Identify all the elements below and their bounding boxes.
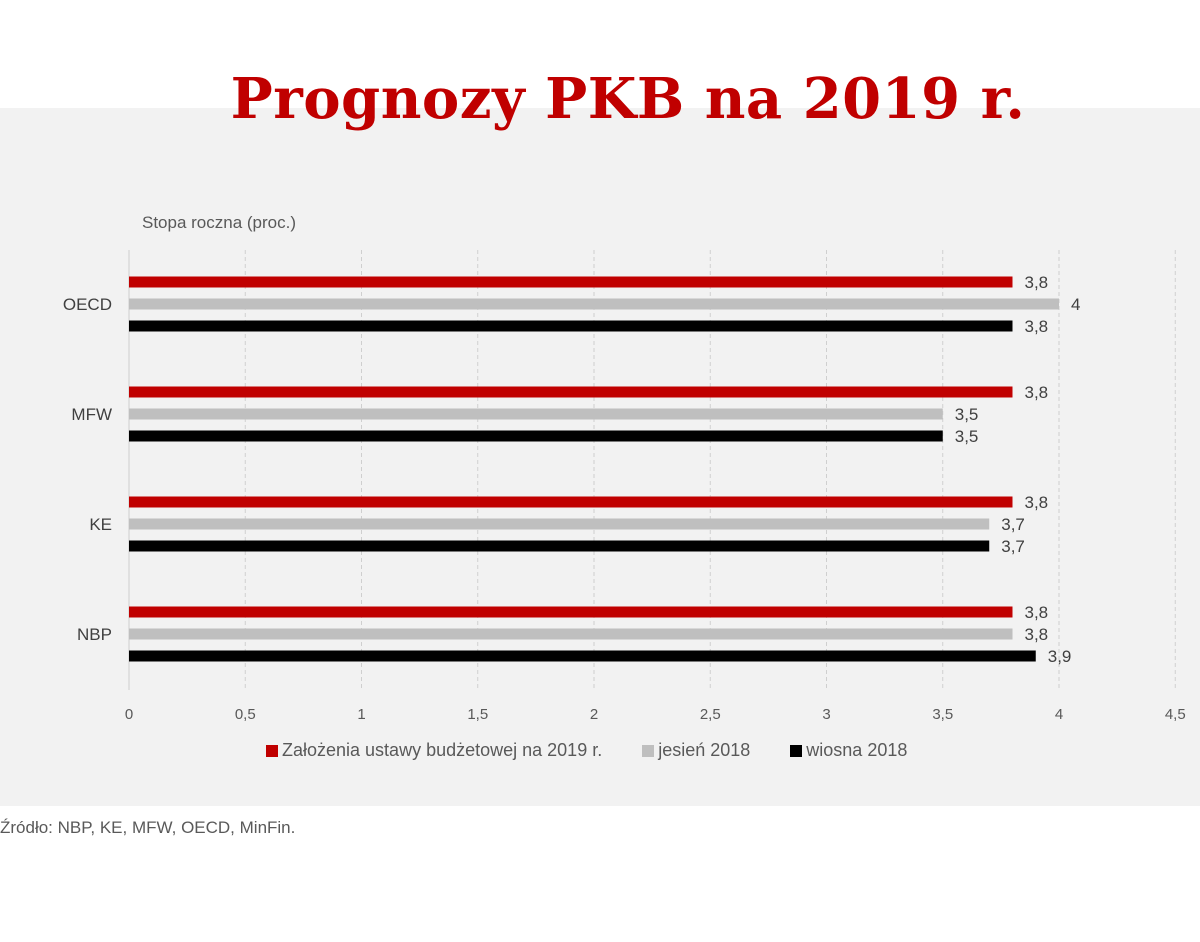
- legend-swatch: [642, 744, 655, 757]
- category-label: KE: [89, 515, 112, 534]
- x-tick-label: 4: [1055, 706, 1063, 723]
- category-label: NBP: [77, 625, 112, 644]
- x-tick-label: 2: [590, 706, 598, 723]
- x-tick-label: 0,5: [235, 706, 256, 723]
- bar: [129, 320, 1013, 332]
- legend-item: wiosna 2018: [790, 740, 907, 761]
- data-label: 3,8: [1025, 383, 1049, 402]
- legend-label: wiosna 2018: [806, 740, 908, 760]
- source-note: Źródło: NBP, KE, MFW, OECD, MinFin.: [0, 818, 296, 837]
- data-label: 3,8: [1025, 603, 1049, 622]
- grid-lines: [128, 250, 1176, 690]
- data-label: 4: [1071, 295, 1080, 314]
- data-label: 3,7: [1001, 537, 1025, 556]
- legend-item: jesień 2018: [642, 740, 750, 761]
- chart-background: [0, 108, 1200, 806]
- bar: [129, 518, 990, 530]
- legend-label: Założenia ustawy budżetowej na 2019 r.: [282, 740, 603, 760]
- x-tick-labels: 0 0,5 1 1,5 2 2,5 3 3,5 4 4,5: [125, 706, 1186, 723]
- category-label: MFW: [71, 405, 112, 424]
- bar: [129, 408, 943, 420]
- data-label: 3,9: [1048, 647, 1072, 666]
- bar: [129, 540, 990, 552]
- x-tick-label: 2,5: [700, 706, 721, 723]
- category-labels: OECD MFW KE NBP: [63, 295, 112, 644]
- legend-label: jesień 2018: [658, 740, 751, 760]
- chart-title: Prognozy PKB na 2019 r.: [230, 66, 1026, 132]
- data-label: 3,8: [1025, 625, 1049, 644]
- legend-item: Założenia ustawy budżetowej na 2019 r.: [266, 740, 602, 761]
- bar: [129, 650, 1036, 662]
- bar: [129, 496, 1013, 508]
- data-label: 3,8: [1025, 273, 1049, 292]
- x-tick-label: 1: [357, 706, 365, 723]
- data-label: 3,8: [1025, 493, 1049, 512]
- bar: [129, 298, 1059, 310]
- bar: [129, 276, 1013, 288]
- x-tick-label: 3: [822, 706, 830, 723]
- x-tick-label: 0: [125, 706, 133, 723]
- legend: Założenia ustawy budżetowej na 2019 r. je…: [266, 740, 947, 761]
- legend-swatch: [790, 744, 803, 757]
- category-label: OECD: [63, 295, 112, 314]
- data-labels: 3,843,83,83,53,53,83,73,73,83,83,9: [955, 273, 1081, 666]
- x-tick-label: 4,5: [1165, 706, 1186, 723]
- bar: [129, 430, 943, 442]
- data-label: 3,8: [1025, 317, 1049, 336]
- x-tick-label: 3,5: [932, 706, 953, 723]
- bar: [129, 386, 1013, 398]
- x-tick-label: 1,5: [467, 706, 488, 723]
- data-label: 3,7: [1001, 515, 1025, 534]
- bar: [129, 606, 1013, 618]
- bars: [129, 276, 1059, 662]
- bar: [129, 628, 1013, 640]
- axis-unit-label: Stopa roczna (proc.): [142, 213, 296, 232]
- data-label: 3,5: [955, 427, 979, 446]
- legend-swatch: [266, 744, 278, 757]
- data-label: 3,5: [955, 405, 979, 424]
